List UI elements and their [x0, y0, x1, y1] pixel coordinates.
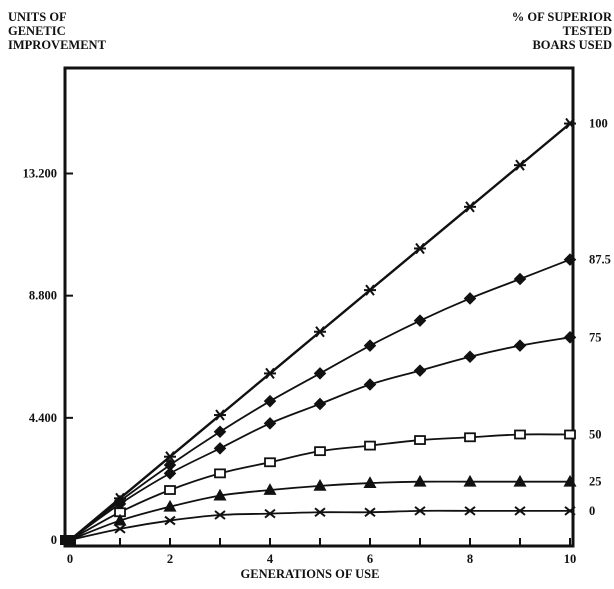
origin-marker	[60, 535, 76, 545]
data-point	[515, 477, 525, 486]
data-point	[515, 430, 525, 438]
data-point	[465, 352, 475, 362]
series-labels: 100 87.5 75 50 25 0	[589, 117, 611, 518]
data-point	[215, 443, 225, 453]
x-tick-label: 8	[467, 552, 473, 566]
series-line	[70, 511, 570, 540]
y-tick-label: 0	[51, 533, 57, 547]
data-point	[415, 366, 425, 376]
data-point	[465, 477, 475, 486]
plot-frame	[65, 68, 573, 546]
data-point	[265, 485, 275, 494]
x-axis-label: GENERATIONS OF USE	[200, 567, 420, 582]
x-tick-label: 10	[564, 552, 577, 566]
data-point	[165, 468, 175, 478]
data-point	[315, 481, 325, 490]
x-tick-label: 0	[67, 552, 73, 566]
data-point	[265, 418, 275, 428]
x-tick-label: 6	[367, 552, 373, 566]
data-point	[165, 502, 175, 511]
data-point	[365, 478, 375, 487]
data-point	[415, 316, 425, 326]
x-tick-label: 2	[167, 552, 173, 566]
series-label: 50	[589, 427, 602, 441]
data-point	[515, 274, 525, 284]
x-tick-label: 4	[267, 552, 274, 566]
data-point	[365, 442, 375, 450]
data-point	[465, 293, 475, 303]
data-point	[315, 368, 325, 378]
series-label: 0	[589, 504, 595, 518]
data-point	[265, 396, 275, 406]
data-point	[415, 477, 425, 486]
y-tick-label: 8.800	[29, 289, 57, 303]
data-point	[515, 341, 525, 351]
data-point	[265, 458, 275, 466]
data-point	[315, 399, 325, 409]
y-tick-label: 4.400	[29, 411, 57, 425]
data-point	[365, 341, 375, 351]
data-point	[165, 486, 175, 494]
data-point	[415, 436, 425, 444]
series-label: 100	[589, 117, 608, 131]
series-label: 25	[589, 475, 602, 489]
data-point	[215, 427, 225, 437]
series-label: 75	[589, 330, 602, 344]
data-point	[315, 447, 325, 455]
series-label: 87.5	[589, 253, 611, 267]
data-point	[365, 380, 375, 390]
data-point	[565, 430, 575, 438]
series-layer	[60, 119, 576, 545]
data-point	[215, 491, 225, 500]
x-axis-ticks: 0 2 4 6 8 10	[67, 538, 576, 566]
data-point	[215, 469, 225, 477]
data-point	[465, 433, 475, 441]
y-tick-label: 13.200	[23, 167, 57, 181]
